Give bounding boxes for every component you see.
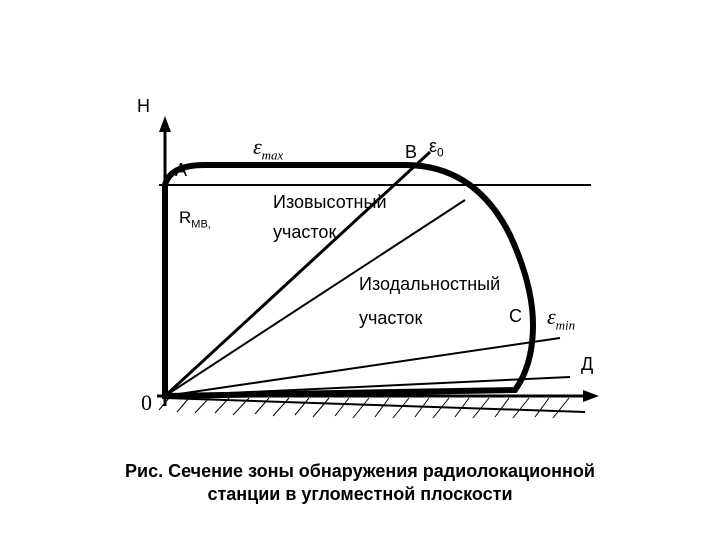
label-B: В [405, 142, 417, 163]
label-eps0: ε0 [429, 136, 444, 160]
label-iso-dist-1: Изодальностный [359, 274, 500, 295]
label-origin: 0 [141, 390, 152, 416]
label-eps-min: εmin [547, 304, 575, 333]
label-iso-height-1: Изовысотный [273, 192, 387, 213]
slide: H А εmax В ε0 Изовысотный участок RМВ, И… [0, 0, 720, 540]
h-axis-arrow [159, 116, 171, 132]
label-A: А [175, 160, 187, 181]
diagram-svg [115, 90, 605, 420]
figure-caption: Рис. Сечение зоны обнаружения радиолокац… [0, 460, 720, 507]
label-H: H [137, 96, 150, 117]
diagram-area: H А εmax В ε0 Изовысотный участок RМВ, И… [115, 90, 605, 420]
label-iso-dist-2: участок [359, 308, 422, 329]
label-RMB: RМВ, [179, 208, 211, 230]
label-D: Д [581, 354, 593, 375]
label-iso-height-2: участок [273, 222, 336, 243]
label-C: С [509, 306, 522, 327]
label-eps-max: εmax [253, 134, 283, 163]
